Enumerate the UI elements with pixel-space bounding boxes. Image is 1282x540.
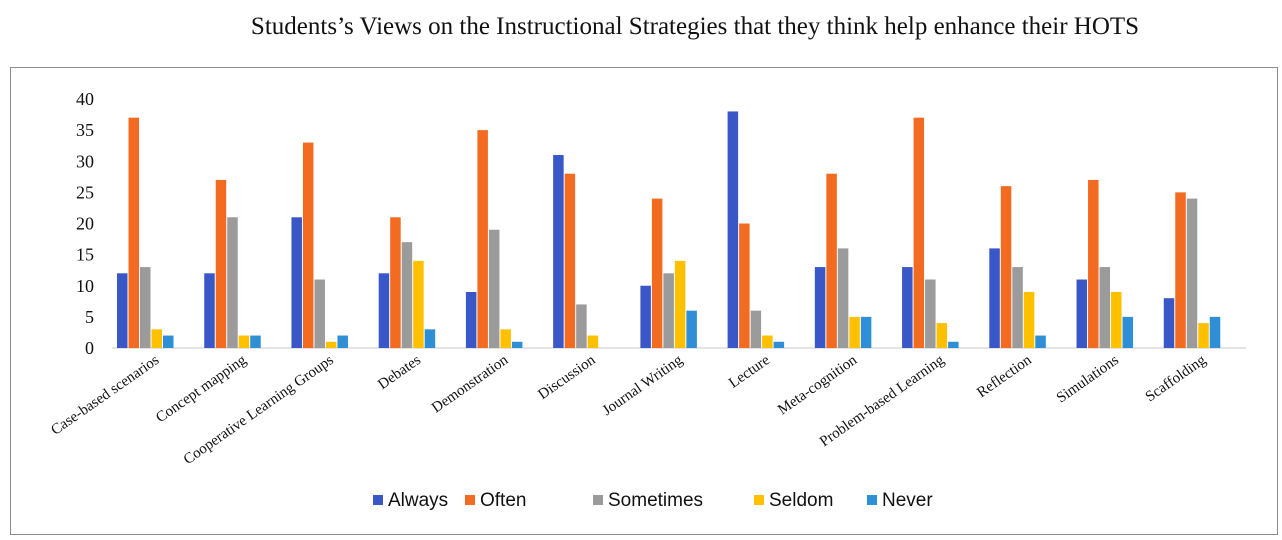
bar-sometimes-10 bbox=[1012, 267, 1023, 348]
bar-never-4 bbox=[511, 341, 523, 348]
bar-seldom-1 bbox=[238, 335, 250, 348]
bar-never-11 bbox=[1122, 316, 1134, 348]
x-tick-label: Concept mapping bbox=[153, 352, 250, 426]
bar-sometimes-11 bbox=[1099, 267, 1111, 348]
bar-always-6 bbox=[640, 285, 651, 348]
bar-often-3 bbox=[390, 217, 401, 348]
bar-sometimes-6 bbox=[663, 273, 674, 348]
bar-seldom-7 bbox=[762, 335, 773, 348]
bar-seldom-2 bbox=[325, 341, 337, 348]
bar-sometimes-9 bbox=[925, 279, 936, 348]
bar-always-10 bbox=[989, 248, 1000, 348]
bar-never-2 bbox=[337, 335, 348, 348]
bar-sometimes-1 bbox=[227, 217, 238, 348]
bar-seldom-3 bbox=[413, 260, 424, 348]
x-tick-label: Scaffolding bbox=[1143, 352, 1210, 405]
y-tick-label: 20 bbox=[76, 214, 94, 234]
bar-always-12 bbox=[1163, 298, 1175, 348]
legend-label-often: Often bbox=[480, 490, 526, 511]
legend-label-always: Always bbox=[388, 490, 448, 511]
bar-always-4 bbox=[465, 291, 477, 348]
bar-always-2 bbox=[291, 217, 302, 348]
bar-sometimes-2 bbox=[314, 279, 325, 348]
bar-always-11 bbox=[1076, 279, 1088, 348]
bar-often-11 bbox=[1088, 179, 1099, 348]
x-tick-label: Reflection bbox=[974, 352, 1035, 401]
bar-never-1 bbox=[250, 335, 261, 348]
bar-sometimes-12 bbox=[1186, 198, 1198, 348]
chart-frame bbox=[10, 67, 1278, 535]
bar-sometimes-3 bbox=[401, 242, 413, 348]
legend-swatch-always bbox=[373, 495, 383, 505]
x-tick-label: Simulations bbox=[1054, 352, 1122, 406]
bar-seldom-9 bbox=[936, 323, 948, 348]
bar-seldom-10 bbox=[1023, 291, 1035, 348]
bar-never-7 bbox=[773, 341, 785, 348]
bar-often-4 bbox=[477, 130, 488, 348]
bar-sometimes-7 bbox=[750, 310, 762, 348]
bar-always-5 bbox=[553, 155, 564, 348]
legend-swatch-seldom bbox=[754, 495, 764, 505]
y-tick-label: 5 bbox=[85, 307, 94, 327]
y-tick-label: 10 bbox=[76, 276, 94, 296]
bar-seldom-8 bbox=[849, 316, 860, 348]
bar-seldom-11 bbox=[1111, 291, 1122, 348]
x-tick-label: Meta-cognition bbox=[775, 352, 860, 418]
bar-never-0 bbox=[163, 335, 174, 348]
bar-sometimes-8 bbox=[837, 248, 849, 348]
bar-never-9 bbox=[948, 341, 959, 348]
bar-seldom-4 bbox=[500, 329, 511, 348]
bar-always-3 bbox=[378, 273, 390, 348]
bar-seldom-6 bbox=[674, 260, 686, 348]
bar-always-7 bbox=[727, 111, 739, 348]
bar-often-12 bbox=[1175, 192, 1186, 348]
legend-swatch-never bbox=[867, 495, 877, 505]
bar-often-6 bbox=[651, 198, 663, 348]
bar-never-3 bbox=[424, 329, 436, 348]
x-tick-label: Debates bbox=[375, 352, 424, 393]
y-tick-label: 0 bbox=[85, 338, 94, 358]
bar-often-7 bbox=[739, 223, 750, 348]
legend-swatch-sometimes bbox=[593, 495, 603, 505]
bar-always-1 bbox=[204, 273, 215, 348]
y-tick-label: 15 bbox=[76, 245, 94, 265]
bar-seldom-5 bbox=[587, 335, 599, 348]
bar-sometimes-0 bbox=[140, 267, 151, 348]
y-tick-label: 30 bbox=[76, 151, 94, 171]
bar-never-10 bbox=[1035, 335, 1046, 348]
bar-never-12 bbox=[1209, 316, 1221, 348]
x-tick-label: Case-based scenarios bbox=[48, 352, 162, 439]
legend-label-sometimes: Sometimes bbox=[608, 490, 703, 511]
bar-sometimes-5 bbox=[576, 304, 587, 348]
x-tick-label: Demonstration bbox=[429, 352, 512, 417]
bar-always-0 bbox=[117, 273, 128, 348]
bar-seldom-0 bbox=[151, 329, 162, 348]
bar-often-2 bbox=[302, 142, 314, 348]
y-tick-label: 40 bbox=[76, 89, 94, 109]
bar-always-8 bbox=[814, 267, 826, 348]
bar-often-1 bbox=[215, 179, 227, 348]
x-tick-label: Discussion bbox=[535, 352, 599, 403]
bar-never-8 bbox=[860, 316, 872, 348]
x-tick-label: Lecture bbox=[726, 352, 773, 392]
y-tick-label: 35 bbox=[76, 120, 94, 140]
bar-often-10 bbox=[1000, 186, 1012, 348]
chart-title: Students’s Views on the Instructional St… bbox=[250, 13, 1140, 40]
x-tick-label: Journal Writing bbox=[600, 352, 686, 419]
y-tick-label: 25 bbox=[76, 182, 94, 202]
bar-always-9 bbox=[902, 267, 913, 348]
bar-sometimes-4 bbox=[488, 229, 500, 348]
legend-label-seldom: Seldom bbox=[769, 490, 833, 511]
bar-often-8 bbox=[826, 173, 837, 348]
bar-often-9 bbox=[913, 117, 925, 348]
x-tick-label: Cooperative Learning Groups bbox=[181, 352, 337, 468]
legend-swatch-often bbox=[465, 495, 475, 505]
bar-never-6 bbox=[686, 310, 697, 348]
bar-often-5 bbox=[564, 173, 576, 348]
legend-label-never: Never bbox=[882, 490, 933, 511]
bar-often-0 bbox=[128, 117, 139, 348]
bar-seldom-12 bbox=[1198, 323, 1209, 348]
